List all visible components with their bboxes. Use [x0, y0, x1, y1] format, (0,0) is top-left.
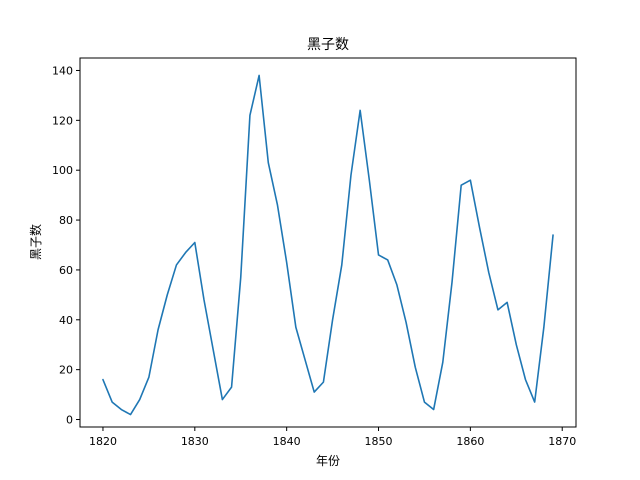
series-line [102, 74, 554, 416]
y-axis-label: 黑子数 [28, 224, 43, 260]
series-layer [102, 74, 554, 416]
x-tick-label: 1820 [89, 435, 117, 448]
x-axis-label: 年份 [316, 454, 340, 468]
plot-area [79, 57, 577, 428]
x-tick-label: 1860 [456, 435, 484, 448]
y-tick-label: 120 [52, 114, 73, 127]
chart-title: 黑子数 [307, 37, 349, 53]
y-axis: 0 20 40 60 80 100 120 140 [52, 64, 80, 427]
x-tick-label: 1840 [273, 435, 301, 448]
y-tick-label: 60 [59, 264, 73, 277]
y-tick-label: 40 [59, 314, 73, 327]
x-tick-label: 1850 [365, 435, 393, 448]
x-tick-label: 1830 [181, 435, 209, 448]
y-tick-label: 20 [59, 364, 73, 377]
y-tick-label: 0 [66, 414, 73, 427]
y-tick-label: 80 [59, 214, 73, 227]
y-tick-label: 100 [52, 164, 73, 177]
y-tick-label: 140 [52, 64, 73, 77]
x-axis: 1820 1830 1840 1850 1860 1870 [89, 427, 576, 448]
x-tick-label: 1870 [548, 435, 576, 448]
